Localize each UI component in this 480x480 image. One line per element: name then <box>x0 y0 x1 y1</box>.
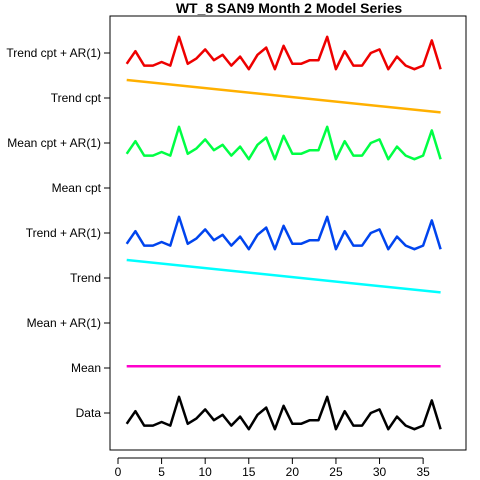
x-tick-label: 10 <box>198 465 212 479</box>
y-tick-label: Mean cpt <box>52 181 102 195</box>
series-layer <box>125 35 442 431</box>
y-axis-ticks <box>104 52 110 414</box>
series-line-trend <box>126 258 441 294</box>
y-tick-label: Data <box>76 406 102 420</box>
x-tick-label: 15 <box>242 465 256 479</box>
y-tick-label: Mean cpt + AR(1) <box>7 136 101 150</box>
series-line-trend-ar-1 <box>125 215 442 251</box>
x-tick-label: 5 <box>158 465 165 479</box>
series-line-trend-cpt-ar-1 <box>125 35 442 71</box>
y-tick-label: Trend + AR(1) <box>26 226 101 240</box>
series-line-data <box>125 395 442 431</box>
y-tick-label: Mean <box>71 361 101 375</box>
y-tick-label: Trend cpt + AR(1) <box>6 46 101 60</box>
x-axis: 0 5 10 15 20 25 30 35 <box>115 457 430 479</box>
y-axis-labels: Data Mean Mean + AR(1) Trend Trend + AR(1) Me… <box>6 46 101 420</box>
y-tick-label: Trend <box>70 271 101 285</box>
y-tick-label: Trend cpt <box>51 91 102 105</box>
x-tick-label: 25 <box>329 465 343 479</box>
y-tick-label: Mean + AR(1) <box>27 316 101 330</box>
chart-title: WT_8 SAN9 Month 2 Model Series <box>176 0 403 16</box>
x-tick-label: 0 <box>115 465 122 479</box>
x-tick-label: 30 <box>373 465 387 479</box>
x-tick-label: 35 <box>416 465 430 479</box>
series-line-mean-cpt-ar-1 <box>125 125 442 161</box>
series-line-trend-cpt <box>126 78 441 114</box>
x-tick-label: 20 <box>286 465 300 479</box>
